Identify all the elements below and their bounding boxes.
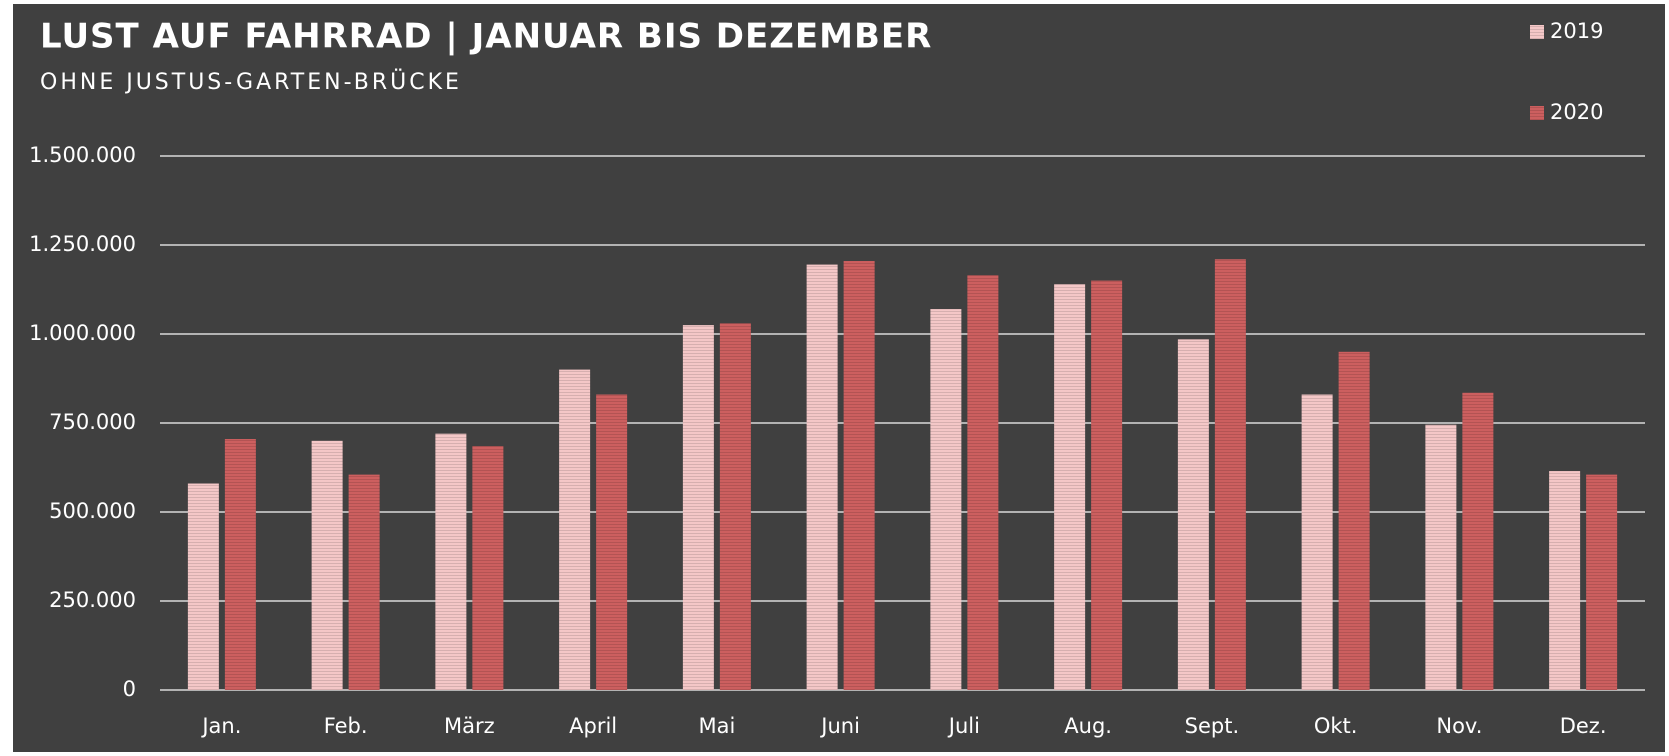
y-tick-label: 0 [123, 677, 136, 701]
x-tick-label: Nov. [1436, 714, 1482, 738]
x-tick-label: Juni [819, 714, 860, 738]
legend-label: 2020 [1550, 100, 1603, 124]
bar [930, 309, 962, 690]
y-tick-label: 1.000.000 [29, 321, 136, 345]
bar [596, 394, 628, 690]
x-tick-label: Sept. [1185, 714, 1240, 738]
y-tick-label: 250.000 [49, 588, 136, 612]
legend-label: 2019 [1550, 19, 1603, 43]
x-tick-label: Dez. [1560, 714, 1607, 738]
bar [311, 440, 343, 690]
bar [187, 483, 219, 690]
chart-title: LUST AUF FAHRRAD | JANUAR BIS DEZEMBER [40, 17, 932, 57]
bar [1425, 424, 1457, 690]
x-tick-label: Mai [698, 714, 735, 738]
bar [1586, 474, 1618, 690]
y-tick-label: 1.250.000 [29, 232, 136, 256]
chart-subtitle: OHNE JUSTUS-GARTEN-BRÜCKE [40, 69, 462, 95]
legend-swatch [1530, 25, 1544, 39]
bar [1462, 392, 1494, 690]
x-tick-label: Juli [947, 714, 980, 738]
bar [1338, 351, 1370, 690]
bar [1214, 259, 1246, 690]
bar [719, 323, 751, 690]
bar [1177, 339, 1209, 690]
x-tick-label: April [569, 714, 617, 738]
x-tick-label: Jan. [200, 714, 241, 738]
bar [1091, 280, 1123, 690]
legend-swatch [1530, 106, 1544, 120]
y-tick-label: 500.000 [49, 499, 136, 523]
bar [472, 446, 504, 690]
x-tick-label: Aug. [1064, 714, 1112, 738]
bar [1301, 394, 1333, 690]
bar [806, 264, 838, 690]
bar [435, 433, 467, 690]
y-tick-label: 750.000 [49, 410, 136, 434]
bar [348, 474, 380, 690]
bar [559, 369, 591, 690]
x-tick-label: März [444, 714, 495, 738]
y-tick-label: 1.500.000 [29, 143, 136, 167]
bar [1054, 284, 1086, 690]
bar [843, 261, 875, 690]
x-tick-label: Okt. [1314, 714, 1358, 738]
bar [682, 325, 714, 690]
bar [967, 275, 999, 690]
x-tick-label: Feb. [324, 714, 368, 738]
bar [224, 439, 256, 690]
bar [1549, 471, 1581, 690]
chart-background [13, 4, 1665, 752]
